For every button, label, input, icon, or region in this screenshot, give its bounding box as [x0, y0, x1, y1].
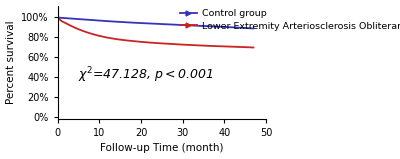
- Legend: Control group, Lower Extremity Arteriosclerosis Obliterans group: Control group, Lower Extremity Arteriosc…: [179, 8, 400, 32]
- Text: $\chi^2$=47.128, p$<$0.001: $\chi^2$=47.128, p$<$0.001: [78, 65, 214, 85]
- Y-axis label: Percent survival: Percent survival: [6, 20, 16, 104]
- X-axis label: Follow-up Time (month): Follow-up Time (month): [100, 143, 224, 153]
